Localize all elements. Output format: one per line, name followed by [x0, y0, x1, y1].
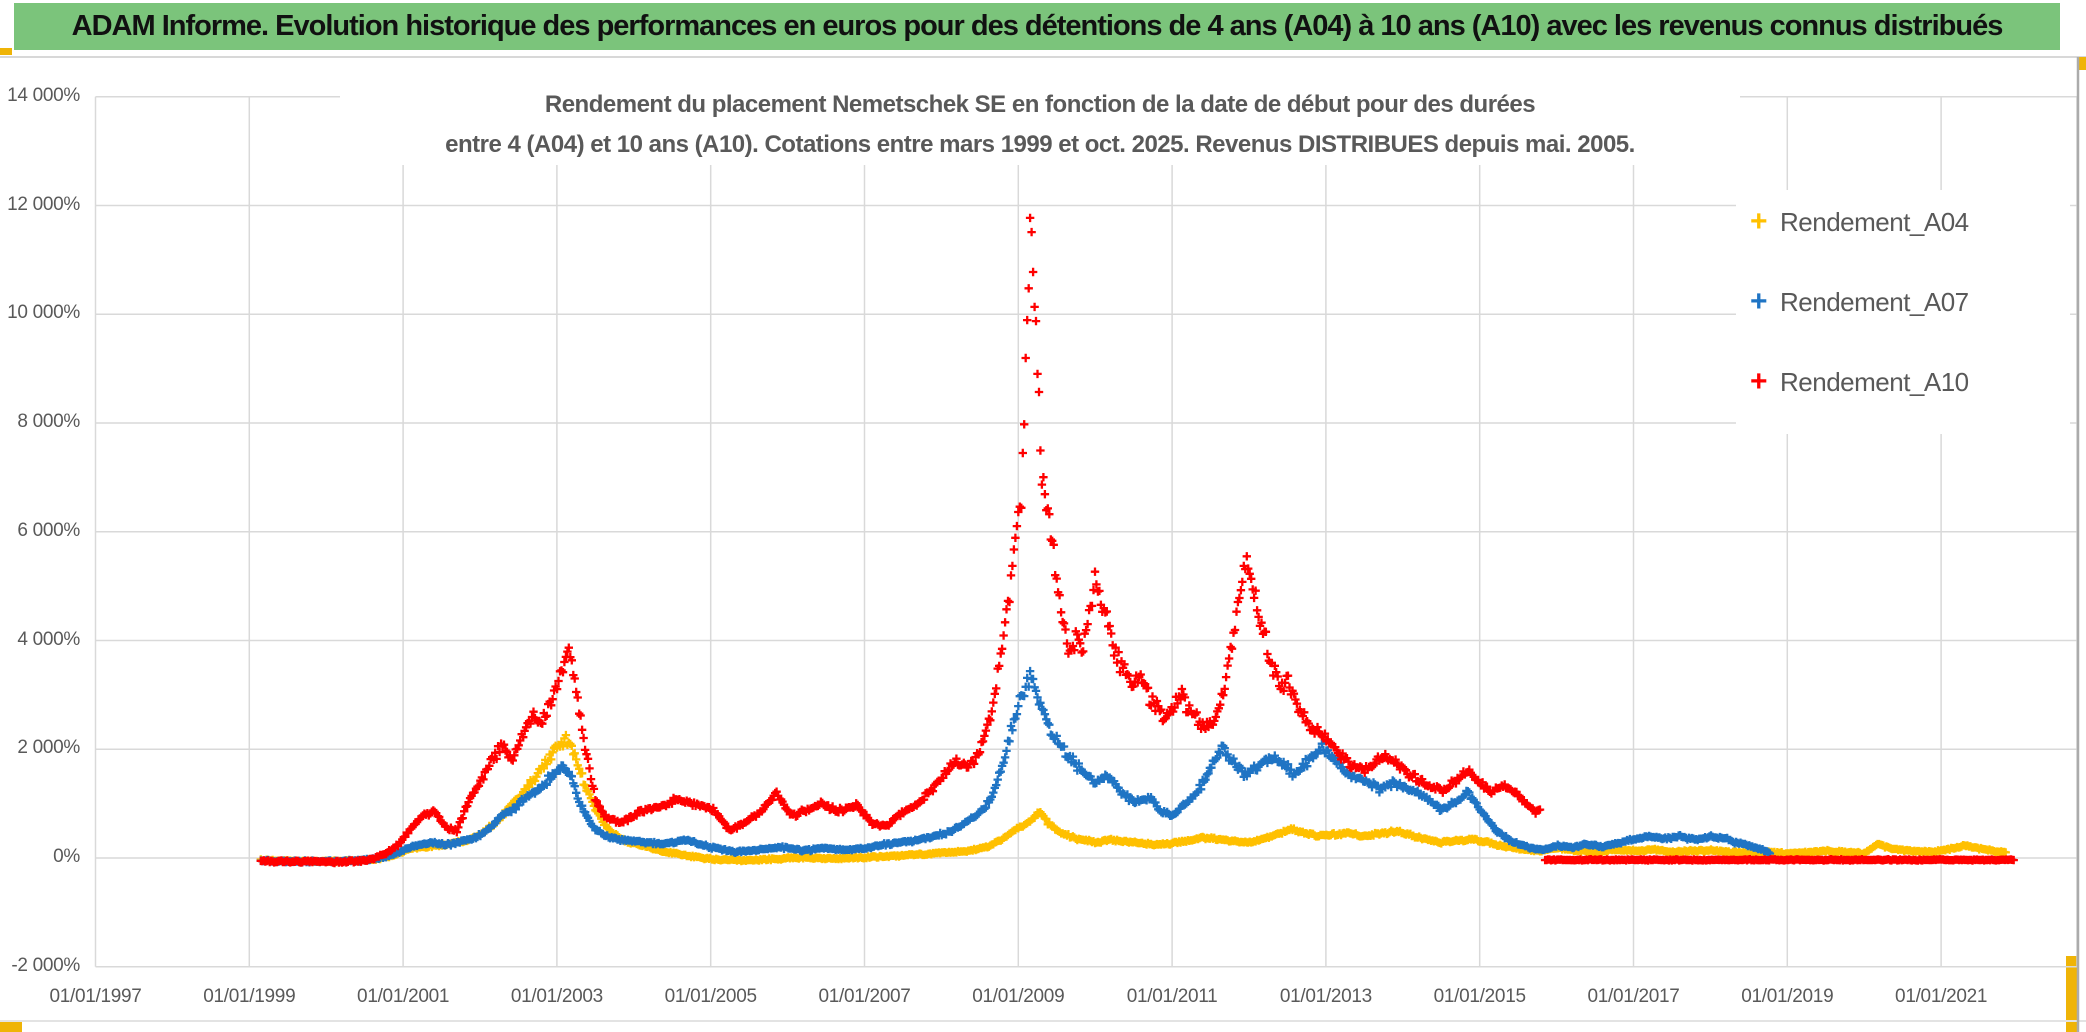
- x-axis-label: 01/01/2021: [1895, 986, 1988, 1007]
- x-axis-label: 01/01/1997: [49, 986, 142, 1007]
- x-axis-label: 01/01/1999: [203, 986, 296, 1007]
- header-banner: ADAM Informe. Evolution historique des p…: [14, 3, 2060, 50]
- y-axis-label: 8 000%: [17, 411, 80, 432]
- gold-accent-bottom-left: [0, 1022, 22, 1032]
- series-Rendement_A07[interactable]: [256, 666, 1775, 867]
- y-axis-label: 14 000%: [7, 84, 80, 106]
- chart-legend: + Rendement_A04 + Rendement_A07 + Rendem…: [1736, 190, 2070, 434]
- y-axis-label: 10 000%: [7, 302, 80, 324]
- y-axis-label: 2 000%: [17, 737, 80, 759]
- plus-marker-icon: +: [1750, 285, 1768, 318]
- x-axis-label: 01/01/2005: [664, 986, 757, 1007]
- x-axis-label: 01/01/2003: [510, 986, 603, 1007]
- banner-underline: [0, 56, 2086, 58]
- gold-accent-top-left: [0, 48, 12, 55]
- plus-marker-icon: +: [1750, 365, 1768, 398]
- gold-accent-bottom-right: [2066, 956, 2078, 1032]
- x-axis-label: 01/01/2013: [1279, 986, 1372, 1007]
- legend-label: Rendement_A04: [1780, 206, 1969, 237]
- legend-label: Rendement_A07: [1780, 286, 1969, 317]
- x-axis-label: 01/01/2015: [1433, 986, 1526, 1007]
- y-axis-label: -2 000%: [11, 954, 80, 976]
- y-axis-label: 6 000%: [17, 519, 80, 541]
- gold-accent-top-right: [2078, 57, 2086, 70]
- x-axis-label: 01/01/2007: [818, 986, 911, 1007]
- legend-item-rendement-a10[interactable]: + Rendement_A10: [1750, 362, 1969, 402]
- y-axis-label: 0%: [53, 846, 80, 867]
- bottom-divider: [0, 1020, 2086, 1022]
- legend-label: Rendement_A10: [1780, 366, 1969, 397]
- x-axis-label: 01/01/2019: [1741, 986, 1834, 1007]
- legend-item-rendement-a04[interactable]: + Rendement_A04: [1750, 202, 1969, 242]
- scatter-series-group: [256, 213, 2018, 868]
- x-axis-label: 01/01/2009: [972, 986, 1065, 1007]
- series-Rendement_A10[interactable]: [256, 213, 2018, 868]
- legend-item-rendement-a07[interactable]: + Rendement_A07: [1750, 282, 1969, 322]
- banner-title: ADAM Informe. Evolution historique des p…: [71, 10, 2004, 42]
- y-axis-label: 4 000%: [17, 628, 80, 650]
- plus-marker-icon: +: [1750, 205, 1768, 238]
- x-axis-label: 01/01/2011: [1126, 986, 1218, 1007]
- x-axis-label: 01/01/2001: [357, 986, 450, 1007]
- y-axis-label: 12 000%: [7, 193, 80, 215]
- x-axis-label: 01/01/2017: [1587, 986, 1680, 1007]
